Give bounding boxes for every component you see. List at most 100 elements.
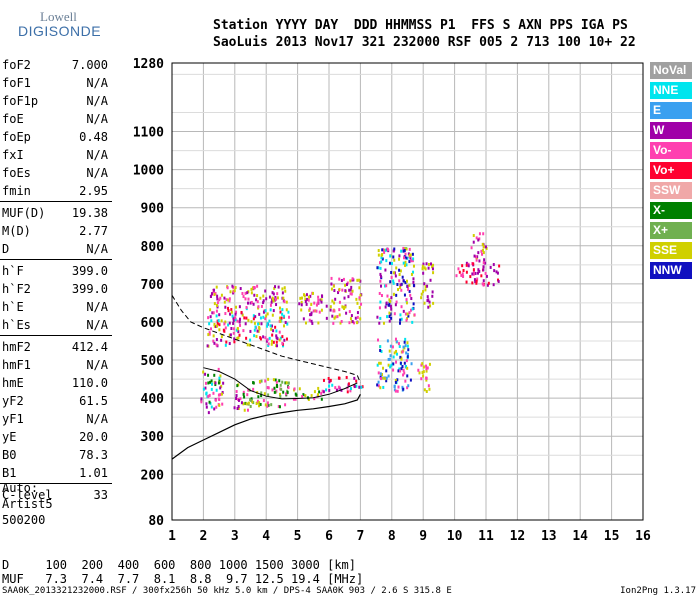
echo-point [390,363,393,367]
echo-point [249,329,252,333]
echo-point [300,308,303,312]
echo-point [320,308,323,312]
echo-point [247,297,250,301]
echo-point [388,314,391,318]
echo-point [274,285,277,289]
echo-point [230,310,233,314]
echo-point [384,248,387,252]
echo-point [236,407,239,411]
echo-point [484,272,487,276]
echo-point [392,271,395,275]
echo-point [268,295,271,299]
echo-point [306,297,309,301]
echo-point [202,387,205,391]
param-label: hmF2 [2,340,31,354]
echo-point [395,293,398,297]
echo-point [266,312,269,316]
echo-point [207,411,210,415]
echo-point [307,298,310,302]
echo-point [346,390,349,394]
echo-point [307,397,310,401]
echo-point [325,316,328,320]
echo-point [354,316,357,320]
param-label: fmin [2,184,31,198]
echo-point [229,312,232,316]
echo-point [266,386,269,390]
echo-point [462,274,465,278]
echo-point [404,312,407,316]
echo-point [387,303,390,307]
echo-point [304,321,307,325]
echo-point [411,259,414,263]
echo-point [406,374,409,378]
echo-point [208,393,211,397]
echo-point [341,288,344,292]
auto-label: Auto: [2,481,39,495]
echo-point [412,280,415,284]
echo-point [349,389,352,393]
echo-point [399,286,402,290]
echo-point [399,321,402,325]
y-tick-label: 1280 [133,57,164,72]
echo-point [282,344,285,348]
echo-point [410,308,413,312]
echo-point [310,313,313,317]
echo-point [403,340,406,344]
echo-point [320,397,323,401]
echo-point [247,401,250,405]
echo-point [399,355,402,359]
echo-point [327,377,330,381]
echo-point [266,324,269,328]
echo-point [279,320,282,324]
echo-point [244,401,247,405]
echo-point [404,281,407,285]
echo-point [219,296,222,300]
param-label: D [2,242,10,256]
param-row: hmF1 N/A [0,356,112,374]
echo-point [398,257,401,261]
echo-point [217,393,220,397]
echo-point [472,262,475,266]
echo-point [478,237,481,241]
echo-point [345,311,348,315]
echo-point [471,281,474,285]
echo-point [200,397,203,401]
echo-point [256,300,259,304]
echo-point [285,300,288,304]
echo-point [388,311,391,315]
profile-bound-dashed-line [171,295,361,384]
echo-point [482,261,485,265]
echo-point [267,342,270,346]
echo-point [283,286,286,290]
param-value: 1.01 [79,466,108,480]
echo-point [216,297,219,301]
echo-point [270,403,273,407]
echo-point [286,322,289,326]
echo-point [233,337,236,341]
software-version: Ion2Png 1.3.17 [620,586,696,596]
echo-point [228,297,231,301]
echo-point [405,247,408,251]
echo-point [379,316,382,320]
echo-point [461,264,464,268]
echo-point [385,259,388,263]
echo-point [243,408,246,412]
echo-point [390,307,393,311]
echo-point [478,259,481,263]
echo-point [281,335,284,339]
param-row: h`F2 399.0 [0,280,112,298]
echo-point [285,308,288,312]
echo-point [405,318,408,322]
echo-point [277,285,280,289]
echo-point [388,298,391,302]
echo-point [205,391,208,395]
echo-point [406,366,409,370]
echo-point [331,299,334,303]
echo-point [359,279,362,283]
echo-point [471,272,474,276]
echo-point [397,288,400,292]
echo-point [258,404,261,408]
echo-point [389,365,392,369]
echo-point [284,403,287,407]
echo-point [478,232,481,236]
